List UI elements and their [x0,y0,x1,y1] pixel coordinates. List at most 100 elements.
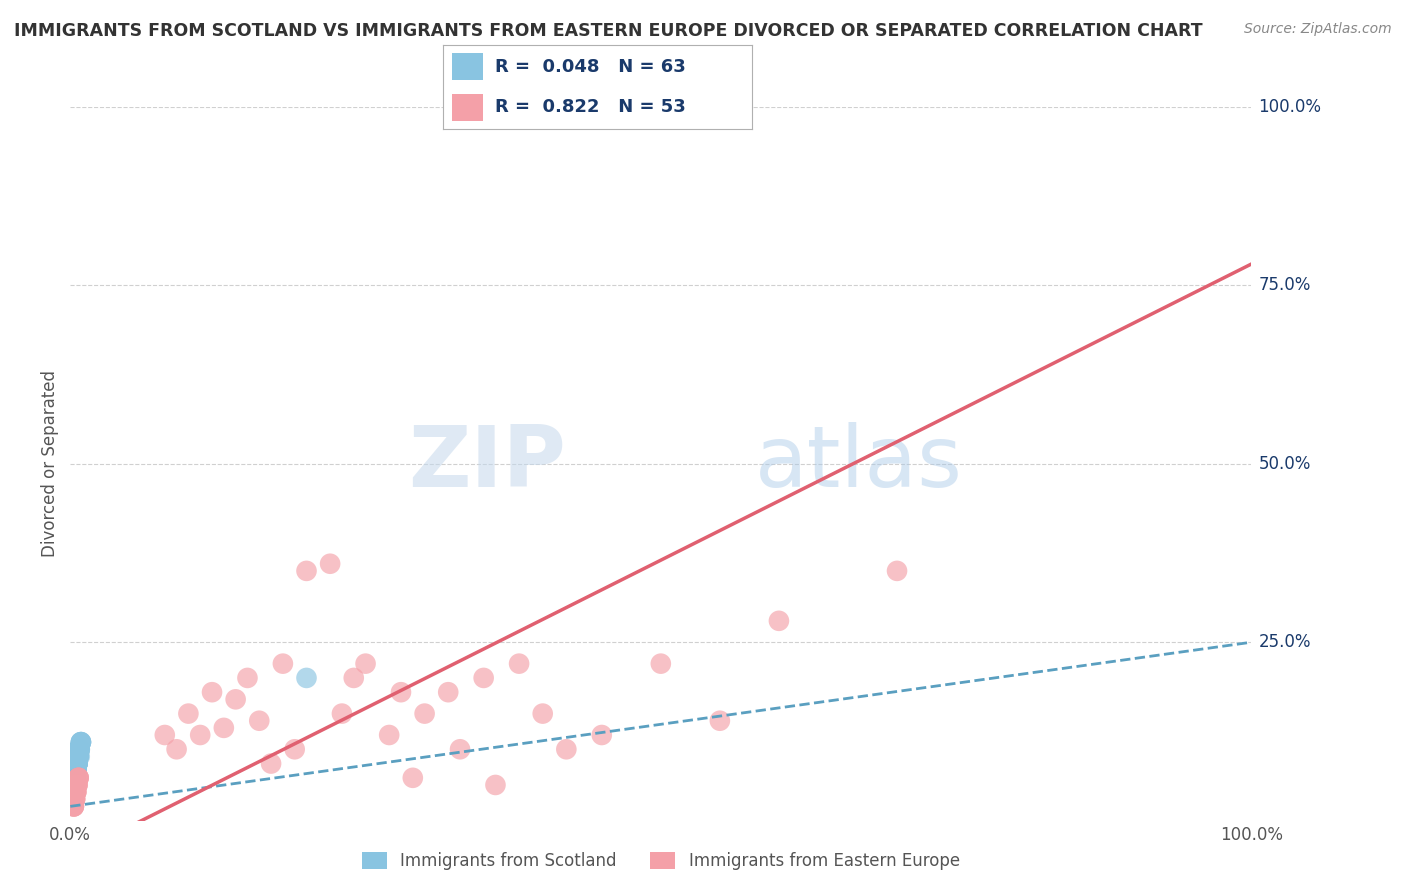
Text: 100.0%: 100.0% [1258,98,1322,116]
Point [69,742,91,756]
Point [66,756,89,771]
Point [153,728,176,742]
Point [66,756,89,771]
Text: 75.0%: 75.0% [1258,277,1310,294]
Point [62,785,84,799]
Point [284,742,307,756]
Point [66,756,89,771]
Point [66,756,89,771]
Point [65,764,87,778]
Point [212,721,235,735]
Point [591,728,613,742]
Point [63,799,86,814]
Point [62,785,84,799]
Point [63,778,86,792]
Point [295,671,318,685]
Point [67,742,90,756]
Legend: Immigrants from Scotland, Immigrants from Eastern Europe: Immigrants from Scotland, Immigrants fro… [356,845,966,877]
Point [271,657,294,671]
Point [66,778,89,792]
Point [63,771,86,785]
Point [709,714,731,728]
FancyBboxPatch shape [453,94,484,120]
Point [67,771,90,785]
Point [65,764,87,778]
Point [63,792,86,806]
Point [70,735,93,749]
Text: ZIP: ZIP [409,422,567,506]
Point [63,771,86,785]
Point [330,706,353,721]
Point [67,742,90,756]
Point [67,742,90,756]
Point [177,706,200,721]
Point [67,749,90,764]
Point [531,706,554,721]
Point [67,749,90,764]
Point [65,785,87,799]
Text: 50.0%: 50.0% [1258,455,1310,473]
Text: 25.0%: 25.0% [1258,633,1310,651]
Y-axis label: Divorced or Separated: Divorced or Separated [41,370,59,558]
Point [62,785,84,799]
Point [65,764,87,778]
Point [225,692,247,706]
Point [67,749,90,764]
Point [66,756,89,771]
Point [62,785,84,799]
Point [69,749,91,764]
Point [63,778,86,792]
Point [67,742,90,756]
Point [472,671,495,685]
Point [66,756,89,771]
Point [63,778,86,792]
Point [63,799,86,814]
Point [63,778,86,792]
Point [247,714,270,728]
Point [437,685,460,699]
Point [63,778,86,792]
Point [201,685,224,699]
Point [886,564,908,578]
Point [62,785,84,799]
Point [70,735,93,749]
Text: R =  0.048   N = 63: R = 0.048 N = 63 [495,58,686,76]
Point [236,671,259,685]
Point [65,764,87,778]
FancyBboxPatch shape [453,54,484,80]
Point [260,756,283,771]
Point [508,657,530,671]
Point [62,785,84,799]
Point [66,756,89,771]
Point [65,764,87,778]
Point [62,785,84,799]
Point [66,756,89,771]
Point [63,778,86,792]
Point [63,771,86,785]
Point [63,778,86,792]
Point [65,764,87,778]
Point [63,792,86,806]
Point [389,685,412,699]
Point [63,771,86,785]
Point [69,742,91,756]
Point [63,771,86,785]
Point [67,749,90,764]
Point [67,771,90,785]
Point [67,771,90,785]
Point [70,735,93,749]
Point [62,785,84,799]
Point [295,564,318,578]
Point [63,771,86,785]
Point [555,742,578,756]
Point [63,778,86,792]
Point [66,778,89,792]
Point [67,749,90,764]
Point [378,728,401,742]
Point [402,771,425,785]
Point [63,792,86,806]
Point [188,728,211,742]
Point [63,778,86,792]
Point [67,771,90,785]
Point [65,785,87,799]
